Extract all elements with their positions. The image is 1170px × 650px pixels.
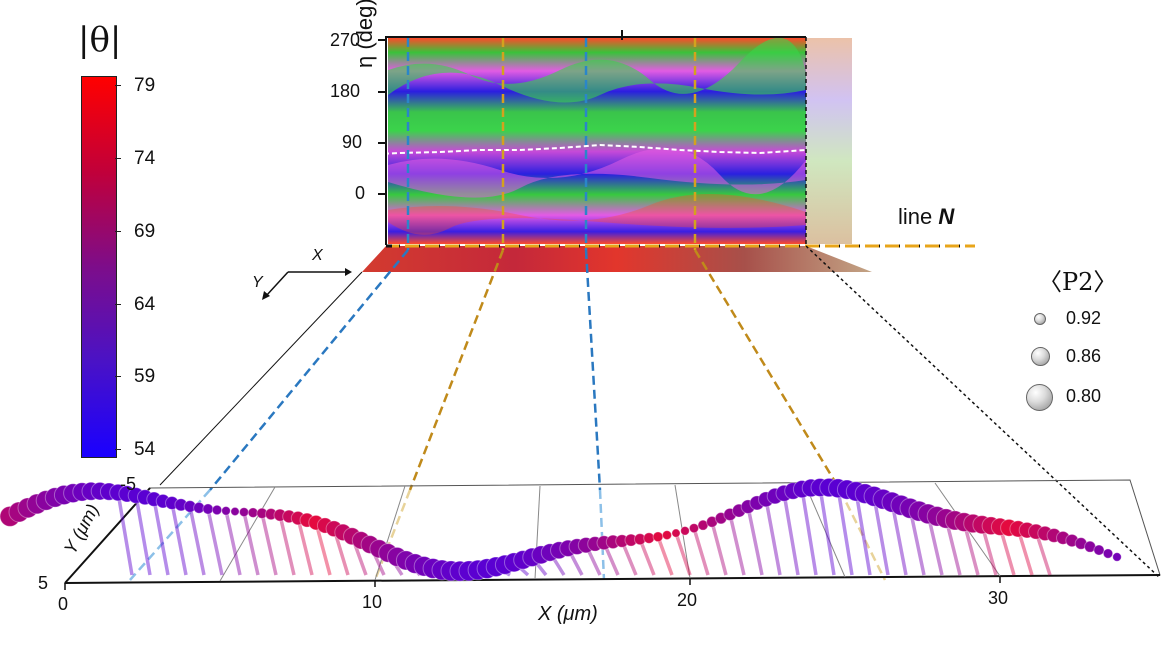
eta-heatmap bbox=[359, 37, 852, 244]
director-stem bbox=[782, 492, 800, 576]
director-stem bbox=[908, 507, 926, 576]
bead bbox=[652, 531, 664, 543]
colorbar-tick-label: 64 bbox=[134, 294, 156, 315]
director-stem bbox=[890, 501, 908, 576]
director-stem bbox=[692, 527, 710, 576]
director-stem bbox=[242, 511, 260, 576]
colorbar-tickmark bbox=[115, 376, 121, 377]
colorbar-tick-label: 74 bbox=[134, 148, 156, 169]
colorbar-tickmark bbox=[115, 304, 121, 305]
director-stem bbox=[926, 513, 944, 576]
x-tick-label: 10 bbox=[362, 592, 383, 612]
director-stem bbox=[818, 487, 836, 576]
heatmap-ytick: 0 bbox=[355, 183, 366, 203]
p2-legend-ball-medium bbox=[1031, 347, 1050, 366]
bead bbox=[671, 528, 681, 538]
director-stem bbox=[152, 498, 170, 576]
small-axis-indicator bbox=[262, 268, 352, 300]
colorbar-tickmark bbox=[115, 449, 121, 450]
director-stem bbox=[206, 508, 224, 576]
director-stem bbox=[656, 536, 674, 576]
colorbar-tickmark bbox=[115, 158, 121, 159]
bead bbox=[680, 526, 690, 536]
x-tick-label: 20 bbox=[677, 590, 698, 610]
y-tick-label: 5 bbox=[38, 573, 49, 593]
frame-line-left bbox=[159, 271, 363, 486]
p2-legend-label: 0.92 bbox=[1066, 308, 1102, 328]
bead bbox=[239, 507, 249, 518]
director-stem bbox=[224, 510, 242, 576]
projection-lines bbox=[129, 38, 887, 581]
director-stem bbox=[1034, 531, 1052, 576]
bead bbox=[230, 506, 240, 517]
p2-legend-title: 〈P2〉 bbox=[1038, 268, 1118, 296]
bead bbox=[221, 506, 231, 516]
director-stem bbox=[710, 521, 728, 576]
director-stem bbox=[638, 538, 656, 576]
colorbar-tick-label: 54 bbox=[134, 439, 156, 460]
bead bbox=[1102, 548, 1114, 559]
director-stem bbox=[134, 495, 152, 576]
colorbar-title: |θ| bbox=[78, 20, 122, 60]
bead bbox=[1112, 552, 1122, 562]
director-stem bbox=[854, 491, 872, 576]
y-tick-label: -5 bbox=[120, 474, 137, 494]
x-tick-label: 30 bbox=[988, 588, 1009, 608]
small-axis-x-label: X bbox=[312, 247, 323, 264]
director-stem bbox=[278, 514, 296, 576]
director-stem bbox=[188, 506, 206, 576]
small-axis-y-label: Y bbox=[252, 274, 263, 291]
colorbar-tick-label: 79 bbox=[134, 75, 156, 96]
heatmap-ytick: 270 bbox=[330, 30, 361, 50]
colorbar-tick-label: 59 bbox=[134, 366, 156, 387]
director-stem bbox=[116, 492, 134, 576]
director-stem bbox=[314, 522, 332, 576]
director-stem bbox=[674, 532, 692, 576]
bead bbox=[643, 532, 655, 544]
p2-legend-ball-large bbox=[1026, 384, 1053, 411]
director-stem bbox=[170, 502, 188, 576]
director-stem bbox=[836, 488, 854, 576]
bead bbox=[211, 504, 223, 516]
director-stem bbox=[872, 495, 890, 576]
director-stem bbox=[260, 512, 278, 576]
p2-legend-ball-small bbox=[1034, 313, 1046, 325]
floor-slab bbox=[362, 246, 872, 272]
line-n-label: line N bbox=[898, 204, 955, 229]
colorbar-tickmark bbox=[115, 231, 121, 232]
colorbar-tickmark bbox=[115, 85, 121, 86]
heatmap-ytick: 90 bbox=[342, 132, 363, 152]
bead bbox=[202, 503, 214, 515]
bead bbox=[688, 523, 700, 534]
director-stem bbox=[746, 506, 764, 576]
p2-legend-label: 0.86 bbox=[1066, 346, 1102, 366]
heatmap-axes bbox=[378, 30, 807, 245]
heatmap-ytick: 180 bbox=[330, 81, 361, 101]
x-axis-label: X (μm) bbox=[538, 603, 598, 625]
frame-line-right bbox=[805, 245, 1161, 579]
colorbar-gradient bbox=[81, 76, 117, 458]
bead bbox=[1093, 544, 1105, 556]
director-stem bbox=[764, 499, 782, 576]
colorbar-tick-label: 69 bbox=[134, 221, 156, 242]
p2-legend-label: 0.80 bbox=[1066, 386, 1102, 406]
bead-chain bbox=[0, 477, 1122, 582]
director-stem bbox=[296, 517, 314, 576]
director-stem bbox=[800, 488, 818, 576]
x-tick-label: 0 bbox=[58, 594, 69, 614]
bead bbox=[662, 530, 672, 541]
director-stem bbox=[728, 514, 746, 576]
